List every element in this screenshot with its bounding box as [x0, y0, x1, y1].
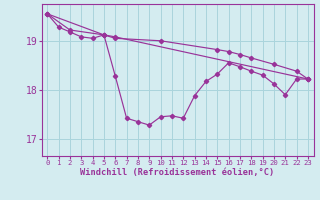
X-axis label: Windchill (Refroidissement éolien,°C): Windchill (Refroidissement éolien,°C) [80, 168, 275, 177]
